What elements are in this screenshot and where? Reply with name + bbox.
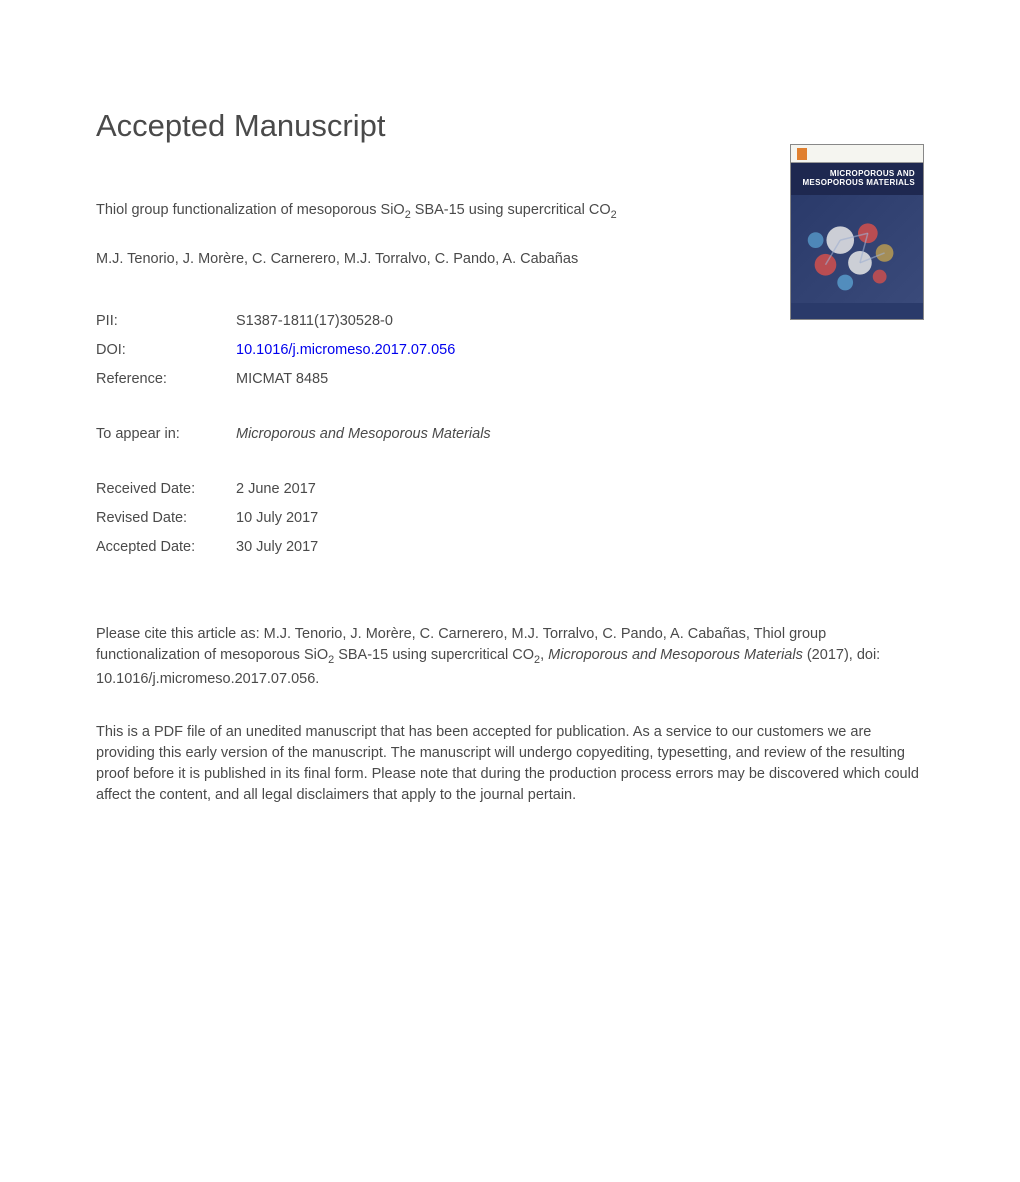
- reference-value: MICMAT 8485: [236, 365, 328, 394]
- citation-text: Please cite this article as: M.J. Tenori…: [96, 624, 924, 690]
- appear-value: Microporous and Mesoporous Materials: [236, 420, 491, 449]
- doi-link[interactable]: 10.1016/j.micromeso.2017.07.056: [236, 336, 455, 365]
- pii-label: PII:: [96, 307, 236, 336]
- manuscript-page: Accepted Manuscript MICROPOROUS AND MESO…: [0, 0, 1020, 866]
- cover-footer-strip: [791, 303, 923, 317]
- title-subscript-2: 2: [611, 209, 617, 221]
- accepted-label: Accepted Date:: [96, 533, 236, 562]
- cover-journal-name-line1: MICROPOROUS AND: [799, 169, 915, 178]
- metadata-block-journal: To appear in: Microporous and Mesoporous…: [96, 420, 924, 449]
- received-label: Received Date:: [96, 475, 236, 504]
- meta-row-accepted: Accepted Date: 30 July 2017: [96, 533, 924, 562]
- cover-artwork: [791, 195, 923, 303]
- meta-row-received: Received Date: 2 June 2017: [96, 475, 924, 504]
- metadata-block-ids: PII: S1387-1811(17)30528-0 DOI: 10.1016/…: [96, 307, 924, 394]
- revised-value: 10 July 2017: [236, 504, 318, 533]
- citation-journal-italic: Microporous and Mesoporous Materials: [548, 647, 803, 663]
- cover-publisher-strip: [791, 145, 923, 163]
- meta-row-revised: Revised Date: 10 July 2017: [96, 504, 924, 533]
- accepted-value: 30 July 2017: [236, 533, 318, 562]
- metadata-block-dates: Received Date: 2 June 2017 Revised Date:…: [96, 475, 924, 562]
- disclaimer-text: This is a PDF file of an unedited manusc…: [96, 722, 924, 806]
- citation-mid1: SBA-15 using supercritical CO: [334, 647, 534, 663]
- meta-row-appear: To appear in: Microporous and Mesoporous…: [96, 420, 924, 449]
- meta-row-reference: Reference: MICMAT 8485: [96, 365, 924, 394]
- citation-mid2: ,: [540, 647, 548, 663]
- revised-label: Revised Date:: [96, 504, 236, 533]
- article-title: Thiol group functionalization of mesopor…: [96, 200, 746, 223]
- journal-cover-thumbnail: MICROPOROUS AND MESOPOROUS MATERIALS: [790, 144, 924, 320]
- cover-title-band: MICROPOROUS AND MESOPOROUS MATERIALS: [791, 163, 923, 195]
- doi-label: DOI:: [96, 336, 236, 365]
- title-text-mid: SBA-15 using supercritical CO: [411, 202, 611, 218]
- page-heading: Accepted Manuscript: [96, 108, 924, 144]
- received-value: 2 June 2017: [236, 475, 316, 504]
- reference-label: Reference:: [96, 365, 236, 394]
- meta-row-doi: DOI: 10.1016/j.micromeso.2017.07.056: [96, 336, 924, 365]
- pii-value: S1387-1811(17)30528-0: [236, 307, 393, 336]
- title-text-pre: Thiol group functionalization of mesopor…: [96, 202, 405, 218]
- cover-journal-name-line2: MESOPOROUS MATERIALS: [799, 178, 915, 187]
- appear-label: To appear in:: [96, 420, 236, 449]
